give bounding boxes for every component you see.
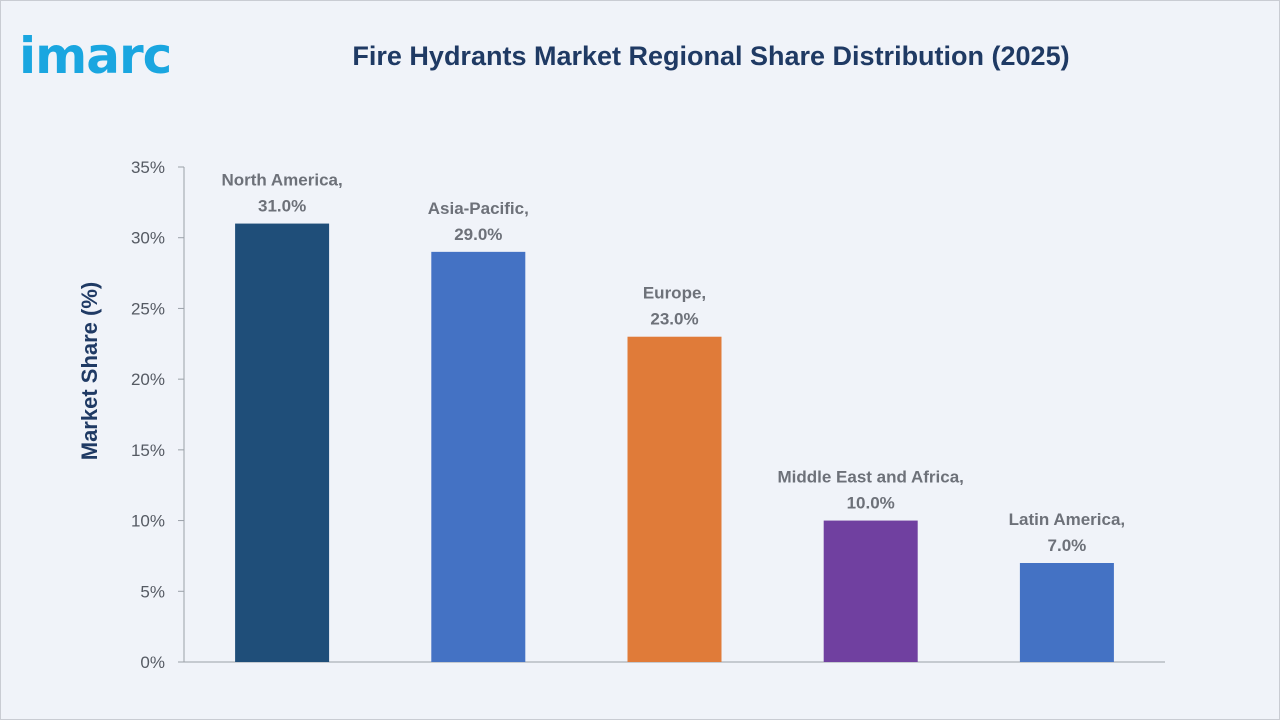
logo-text: imarc — [19, 27, 171, 85]
data-label-value: 23.0% — [650, 310, 698, 329]
y-tick-label: 25% — [131, 299, 165, 318]
data-label-value: 7.0% — [1048, 536, 1087, 555]
data-label-category: Asia-Pacific, — [428, 199, 529, 218]
data-label-value: 29.0% — [454, 225, 502, 244]
bar-latin-america — [1019, 563, 1114, 662]
imarc-logo: imarc — [19, 27, 172, 85]
bar-europe — [627, 336, 722, 662]
y-tick-label: 15% — [131, 441, 165, 460]
y-tick-label: 35% — [131, 158, 165, 177]
data-label-value: 31.0% — [258, 197, 306, 216]
bar-north-america — [235, 223, 330, 663]
y-tick-label: 30% — [131, 229, 165, 248]
y-tick-label: 0% — [140, 653, 165, 672]
data-label-category: Latin America, — [1009, 510, 1126, 529]
data-label-category: Europe, — [643, 284, 706, 303]
data-label-value: 10.0% — [847, 494, 895, 513]
y-tick-label: 5% — [140, 582, 165, 601]
chart-title: Fire Hydrants Market Regional Share Dist… — [352, 41, 1070, 71]
bar-asia-pacific — [431, 251, 526, 662]
y-tick-label: 10% — [131, 512, 165, 531]
data-label-category: North America, — [221, 171, 342, 190]
bar-middle-east-and-africa — [823, 520, 918, 662]
data-label-category: Middle East and Africa, — [777, 468, 963, 487]
y-tick-label: 20% — [131, 370, 165, 389]
